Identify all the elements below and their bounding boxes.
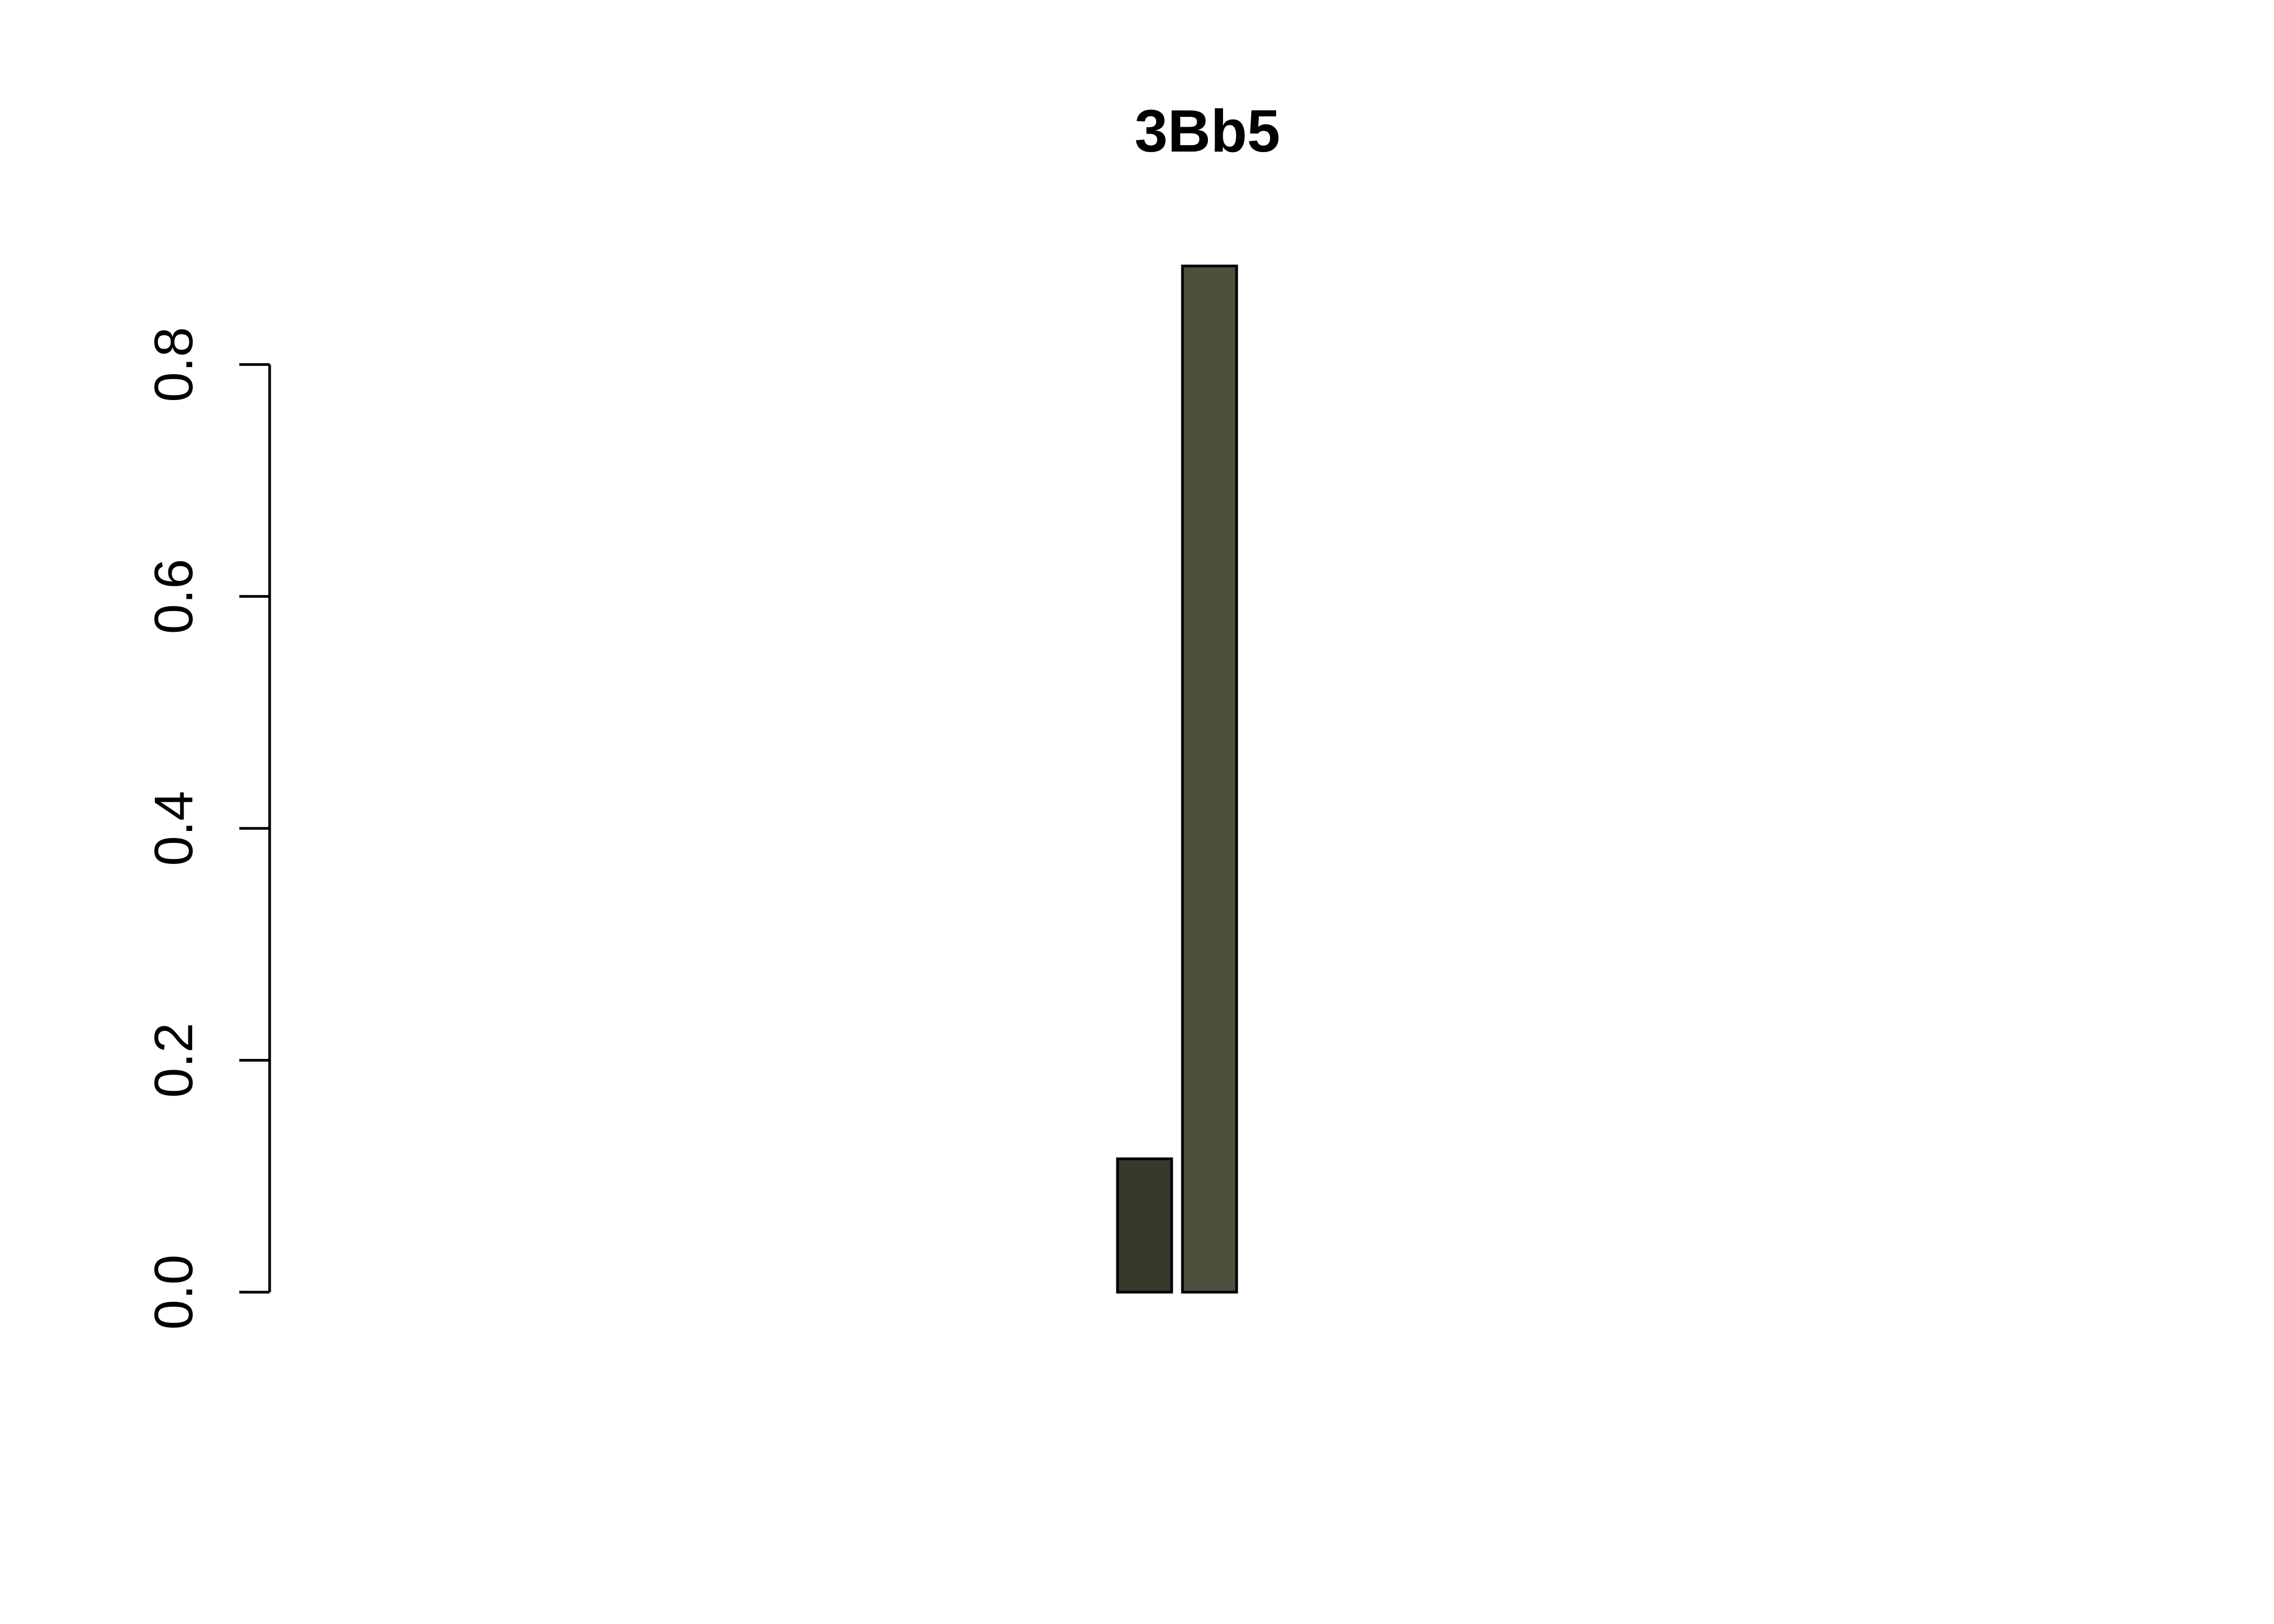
bars — [1116, 264, 1238, 1294]
y-tick-label: 0.6 — [143, 559, 204, 634]
y-tick-label: 0.8 — [143, 327, 204, 402]
y-tick-label: 0.0 — [143, 1254, 204, 1330]
y-tick-label: 0.2 — [143, 1023, 204, 1098]
chart-title: 3Bb5 — [1135, 98, 1280, 165]
y-tick-label: 0.4 — [143, 791, 204, 866]
bar — [1181, 264, 1238, 1294]
bar — [1116, 1157, 1173, 1294]
y-axis: 0.0 0.2 0.4 0.6 0.8 — [143, 327, 271, 1330]
